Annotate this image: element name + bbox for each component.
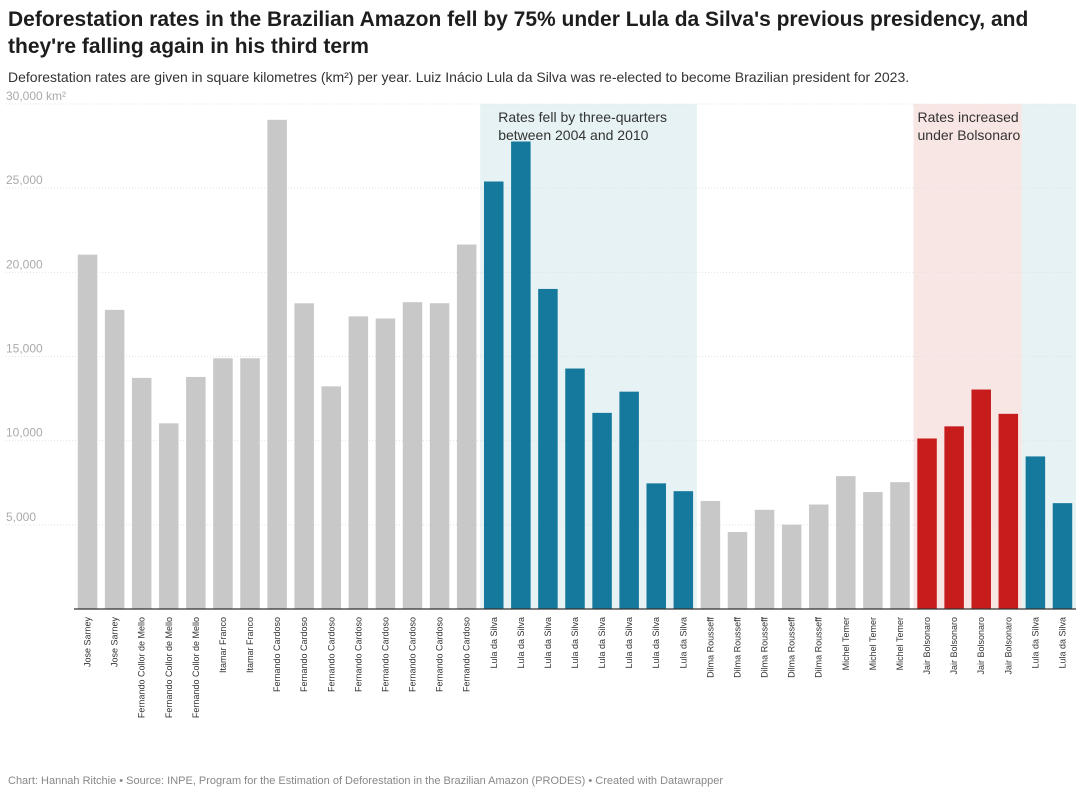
annotation-text: Rates increased [918, 109, 1019, 125]
y-tick-label: 15,000 [6, 342, 43, 356]
x-tick-label: Itamar Franco [245, 617, 255, 673]
annotation-text: between 2004 and 2010 [498, 127, 648, 143]
y-tick-label: 20,000 [6, 257, 43, 271]
x-tick-label: Jose Sarney [83, 617, 93, 668]
bar [863, 492, 883, 609]
bar [104, 309, 125, 609]
bar [77, 254, 98, 610]
bar [456, 244, 477, 609]
x-tick-label: Fernando Cardoso [462, 617, 472, 692]
x-tick-label: Jair Bolsonaro [922, 617, 932, 675]
x-tick-label: Lula da Silva [516, 617, 526, 669]
x-tick-label: Fernando Collor de Mello [191, 617, 201, 718]
x-tick-label: Fernando Cardoso [353, 617, 363, 692]
bar [700, 500, 721, 609]
annotation-text: Rates fell by three-quarters [498, 109, 667, 125]
x-tick-label: Dilma Rousseff [732, 617, 742, 678]
bars [77, 119, 1073, 610]
bar [727, 532, 748, 609]
x-tick-label: Lula da Silva [543, 617, 553, 669]
bar [267, 119, 287, 610]
bar [673, 491, 694, 609]
bar [836, 476, 856, 609]
bar [917, 438, 937, 609]
x-tick-label: Dilma Rousseff [705, 617, 715, 678]
x-tick-label: Jair Bolsonaro [949, 617, 959, 675]
x-tick-label: Lula da Silva [678, 617, 688, 669]
bar [402, 302, 423, 609]
bar [592, 412, 612, 609]
bar [619, 391, 639, 609]
x-tick-label: Lula da Silva [624, 617, 634, 669]
chart-footer: Chart: Hannah Ritchie • Source: INPE, Pr… [8, 775, 724, 787]
bar [429, 303, 450, 609]
bar [971, 389, 991, 609]
bar [186, 376, 206, 609]
bar [294, 303, 314, 609]
x-tick-label: Lula da Silva [1030, 617, 1040, 669]
annotation-text: under Bolsonaro [918, 127, 1021, 143]
bar [213, 358, 233, 609]
x-tick-label: Fernando Collor de Mello [137, 617, 147, 718]
x-tick-label: Dilma Rousseff [814, 617, 824, 678]
x-axis-ticks: Jose Sarney Jose Sarney Fernando Collor de… [83, 617, 1068, 719]
x-tick-label: Itamar Franco [218, 617, 228, 673]
bar [781, 524, 802, 609]
x-tick-label: Fernando Cardoso [380, 617, 390, 692]
x-tick-label: Fernando Cardoso [408, 617, 418, 692]
x-tick-label: Michel Temer [868, 617, 878, 670]
bar [646, 483, 666, 609]
x-tick-label: Fernando Cardoso [272, 617, 282, 692]
bar [1052, 503, 1073, 609]
x-tick-label: Michel Temer [895, 617, 905, 670]
x-tick-label: Fernando Collor de Mello [164, 617, 174, 718]
x-tick-label: Michel Temer [841, 617, 851, 670]
bar [511, 141, 531, 609]
y-axis-ticks: 5,000 10,000 15,000 20,000 25,000 30,000 km² [6, 89, 66, 524]
y-tick-label: 10,000 [6, 426, 43, 440]
x-tick-label: Jair Bolsonaro [976, 617, 986, 675]
bar [321, 386, 342, 609]
bar [1025, 456, 1046, 609]
bar [131, 377, 152, 609]
bar [240, 358, 260, 609]
bar [375, 318, 396, 609]
x-tick-label: Dilma Rousseff [760, 617, 770, 678]
chart-title: Deforestation rates in the Brazilian Ama… [8, 8, 1029, 58]
x-tick-label: Lula da Silva [1057, 617, 1067, 669]
bar [159, 423, 179, 609]
x-tick-label: Lula da Silva [651, 617, 661, 669]
bar [754, 509, 775, 609]
annotations: Rates fell by three-quarters between 2004… [498, 109, 1020, 143]
y-tick-label: 5,000 [6, 510, 36, 524]
x-tick-label: Jose Sarney [110, 617, 120, 668]
bar [944, 426, 964, 609]
bar [348, 316, 369, 609]
bar [565, 368, 585, 609]
bar [890, 482, 910, 609]
y-tick-label: 30,000 km² [6, 89, 66, 103]
bar [808, 504, 829, 609]
bar [998, 413, 1019, 609]
x-tick-label: Fernando Cardoso [299, 617, 309, 692]
x-tick-label: Jair Bolsonaro [1003, 617, 1013, 675]
x-tick-label: Lula da Silva [570, 617, 580, 669]
bar [538, 288, 558, 609]
x-tick-label: Fernando Cardoso [435, 617, 445, 692]
x-tick-label: Dilma Rousseff [787, 617, 797, 678]
x-tick-label: Lula da Silva [489, 617, 499, 669]
y-tick-label: 25,000 [6, 173, 43, 187]
bar [484, 181, 504, 609]
x-tick-label: Fernando Cardoso [326, 617, 336, 692]
chart-subtitle: Deforestation rates are given in square … [8, 69, 910, 85]
x-tick-label: Lula da Silva [597, 617, 607, 669]
